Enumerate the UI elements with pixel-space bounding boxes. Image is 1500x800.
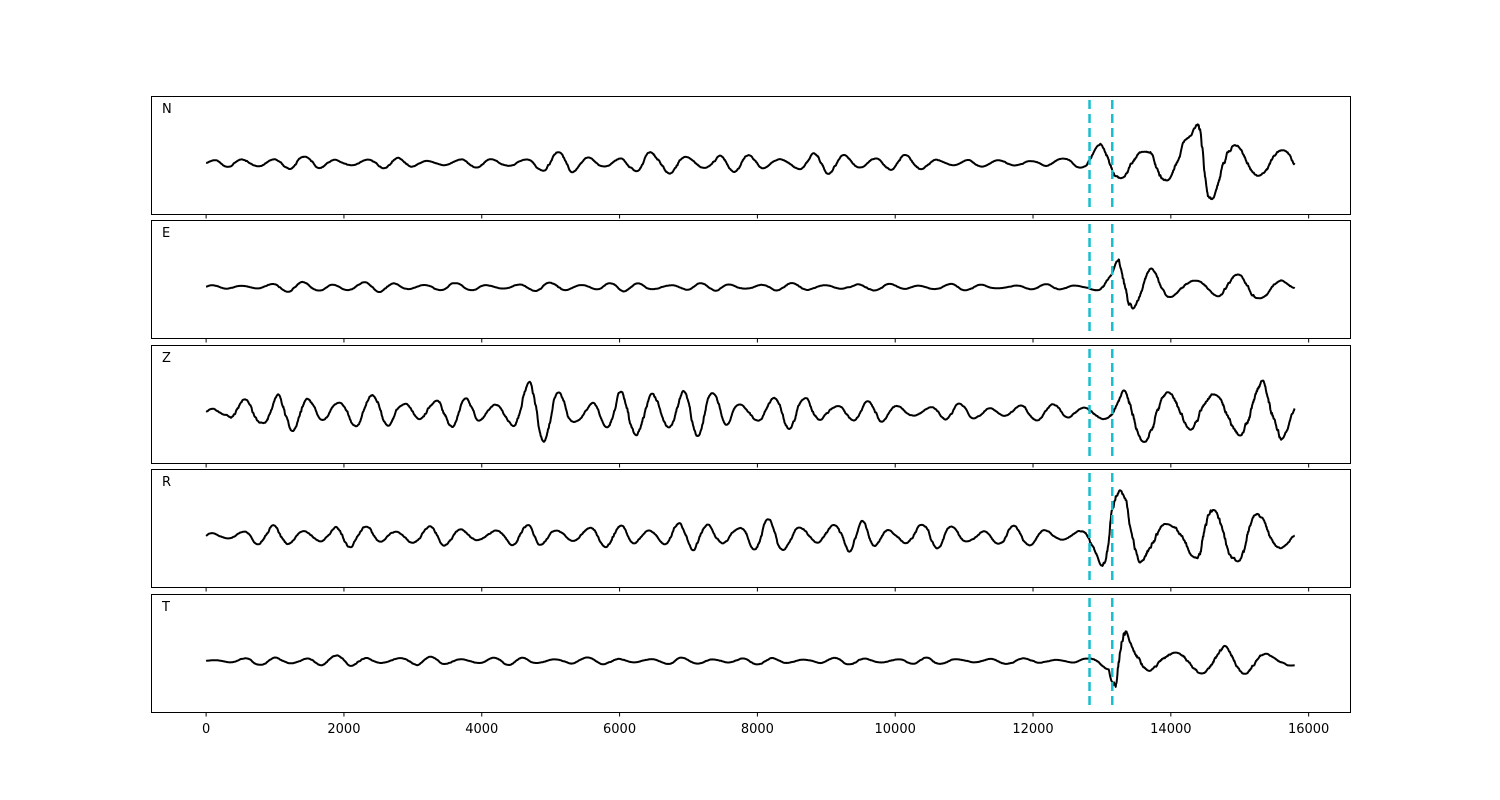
x-tick-label: 16000 <box>1288 722 1329 737</box>
panel-label: N <box>162 102 172 117</box>
panel-label: R <box>162 475 171 490</box>
x-tick-label: 12000 <box>1012 722 1053 737</box>
waveform-trace <box>205 379 1296 443</box>
panel-frame <box>151 220 1351 339</box>
x-tick-label: 14000 <box>1150 722 1191 737</box>
panel-z: Z <box>151 345 1351 468</box>
panel-r: R <box>151 469 1351 592</box>
x-axis: 0 2000 4000 6000 8000 10000 12000 14000 16000 <box>202 722 1329 737</box>
panel-frame <box>151 594 1351 713</box>
panel-frame <box>151 469 1351 588</box>
waveform-trace <box>205 258 1296 310</box>
panels-group: N E Z R T <box>151 96 1351 717</box>
waveform-trace <box>205 123 1296 201</box>
x-tick-label: 6000 <box>603 722 636 737</box>
panel-label: E <box>162 226 170 241</box>
x-tick-label: 2000 <box>327 722 360 737</box>
x-tick-label: 10000 <box>875 722 916 737</box>
panel-t: T <box>151 594 1351 717</box>
panel-e: E <box>151 220 1351 343</box>
x-tick-label: 4000 <box>465 722 498 737</box>
panel-n: N <box>151 96 1351 219</box>
waveform-trace <box>205 630 1296 688</box>
panel-label: Z <box>162 351 171 366</box>
panel-frame <box>151 345 1351 464</box>
panel-label: T <box>161 600 170 615</box>
x-tick-label: 0 <box>202 722 210 737</box>
waveform-trace <box>205 489 1296 567</box>
x-tick-label: 8000 <box>741 722 774 737</box>
panel-frame <box>151 96 1351 215</box>
